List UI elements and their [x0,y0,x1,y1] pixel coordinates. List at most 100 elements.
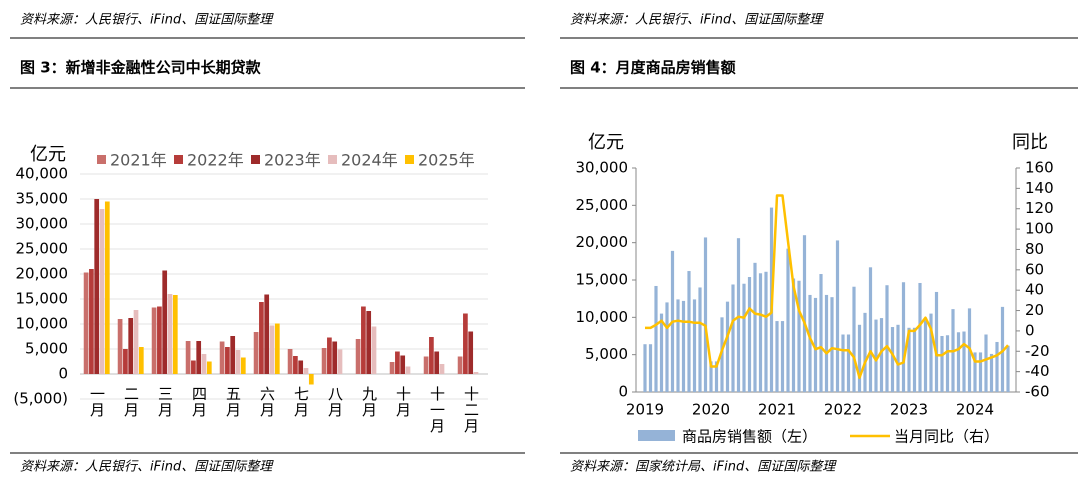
bar [808,294,812,392]
bar [643,344,647,392]
bar [956,332,961,392]
bar [230,336,236,374]
x-tick-label: 七月 [292,386,310,418]
bar [984,334,988,392]
legend-swatch [405,155,414,164]
bar [287,349,293,374]
y-tick-label: 5,000 [25,340,68,358]
y-tick-label: 20,000 [576,233,629,251]
bar [434,351,440,374]
x-tick-label: 2022 [824,401,862,419]
legend-swatch [328,155,337,164]
y-tick-label: 0 [58,365,68,383]
source: 资料来源：人民银行、iFind、国证国际整理 [20,460,274,475]
bar [293,356,298,374]
bar [162,270,168,374]
legend-label: 2025年 [418,151,475,170]
x-tick-label: 八月 [326,386,344,418]
bar [703,237,708,392]
bar [83,272,89,374]
bar [797,280,801,392]
bar [405,366,411,374]
y2-tick-label: 60 [1025,260,1044,278]
bar [191,360,196,374]
y2-tick-label: 80 [1025,240,1044,258]
bar [172,295,178,374]
y2-tick-label: 20 [1025,301,1044,319]
bar [128,318,134,374]
y-tick-label: 5,000 [585,345,628,363]
y-tick-label: 25,000 [16,240,69,258]
bar [830,297,834,392]
bar [978,352,983,392]
bar [945,335,950,392]
y-axis-label: 亿元 [588,132,624,153]
legend-label: 2022年 [187,151,244,170]
bar [687,271,691,392]
bar [185,341,191,374]
bar [321,348,327,374]
bar [274,323,280,374]
bar [742,283,746,392]
bar [332,341,338,374]
bar [253,332,259,374]
x-tick-label: 十一月 [428,386,446,434]
y-tick-label: 35,000 [16,190,69,208]
bar [259,302,264,374]
y-tick-label: 30,000 [576,159,629,177]
bar [995,341,999,392]
bar [298,360,304,374]
bar [366,311,372,374]
bar [473,372,479,374]
bar [775,321,779,392]
bar [780,321,785,392]
bar [676,299,680,392]
bar [879,318,884,392]
y-tick-label: (5,000) [13,390,68,408]
legend-label: 2021年 [110,151,167,170]
bar [395,351,400,374]
y-tick-label: 15,000 [16,290,69,308]
y2-tick-label: 40 [1025,281,1044,299]
legend-swatch [174,155,183,164]
x-tick-label: 十二月 [462,386,480,434]
x-tick-label: 2020 [692,401,730,419]
x-tick-label: 五月 [224,386,242,418]
bar [709,361,713,392]
bar [654,285,658,392]
note: 资料来源：人民银行、iFind、国证国际整理 [570,13,824,28]
bar [824,294,829,392]
bar [896,324,900,392]
bar [863,312,867,392]
bar [868,267,873,392]
bar [133,310,139,374]
y-tick-label: 15,000 [576,271,629,289]
bar [802,235,807,392]
bar [264,294,270,374]
y2-tick-label: -20 [1025,342,1050,360]
legend-label: 商品房销售额（左） [682,428,817,446]
bar [852,286,856,392]
bar [337,349,343,374]
chart-title: 图 3：新增非金融性公司中长期贷款 [20,59,262,77]
bar [907,327,911,392]
bar [846,334,851,392]
bar [235,350,241,374]
bar [219,341,225,374]
legend-label: 2023年 [264,151,321,170]
bar [167,294,173,374]
x-tick-label: 三月 [156,386,174,418]
bar [457,356,463,374]
bar [720,317,724,392]
bar [196,341,202,374]
bar [389,362,395,374]
bar [819,274,823,392]
bar [989,353,994,392]
legend-swatch [97,155,106,164]
y2-tick-label: 140 [1025,179,1054,197]
bar [201,354,207,374]
y2-axis-label: 同比 [1012,132,1048,153]
bar [151,307,157,374]
bar [923,320,928,392]
bar [681,300,686,392]
